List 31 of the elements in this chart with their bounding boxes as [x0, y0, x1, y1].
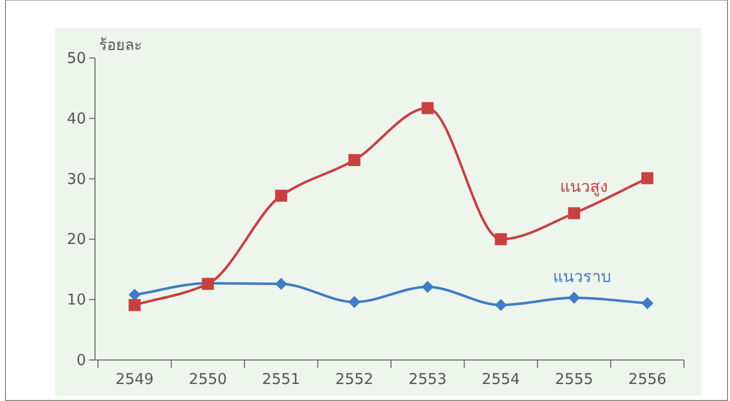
x-tick-label: 2550: [188, 370, 227, 388]
point: [641, 172, 654, 184]
x-tick-label: 2555: [555, 370, 594, 388]
x-tick-label: 2556: [628, 370, 666, 388]
point: [422, 102, 434, 114]
x-tick-label: 2549: [116, 370, 154, 388]
point: [275, 190, 288, 202]
y-tick-label: 40: [66, 109, 86, 128]
x-tick-label: 2554: [482, 370, 520, 388]
point: [348, 296, 360, 308]
point: [494, 299, 507, 312]
point: [422, 280, 434, 293]
point: [348, 154, 360, 166]
y-tick-label: 30: [66, 170, 86, 188]
point: [275, 278, 288, 290]
y-tick-label: 20: [66, 230, 86, 248]
x-tick-label: 2552: [335, 370, 374, 388]
point: [568, 292, 580, 304]
point: [641, 297, 654, 310]
y-tick-label: 10: [66, 290, 86, 309]
y-axis-title: ร้อยละ: [99, 36, 142, 54]
point: [494, 233, 507, 246]
y-tick-label: 50: [66, 49, 86, 67]
x-tick-label: 2551: [262, 370, 300, 388]
series-label: แนวสูง: [560, 177, 608, 197]
point: [568, 207, 580, 220]
y-tick-label: 0: [76, 351, 86, 369]
x-tick-label: 2553: [408, 370, 447, 388]
point: [128, 299, 141, 312]
series-label: แนวราบ: [553, 267, 611, 286]
point: [128, 288, 141, 301]
